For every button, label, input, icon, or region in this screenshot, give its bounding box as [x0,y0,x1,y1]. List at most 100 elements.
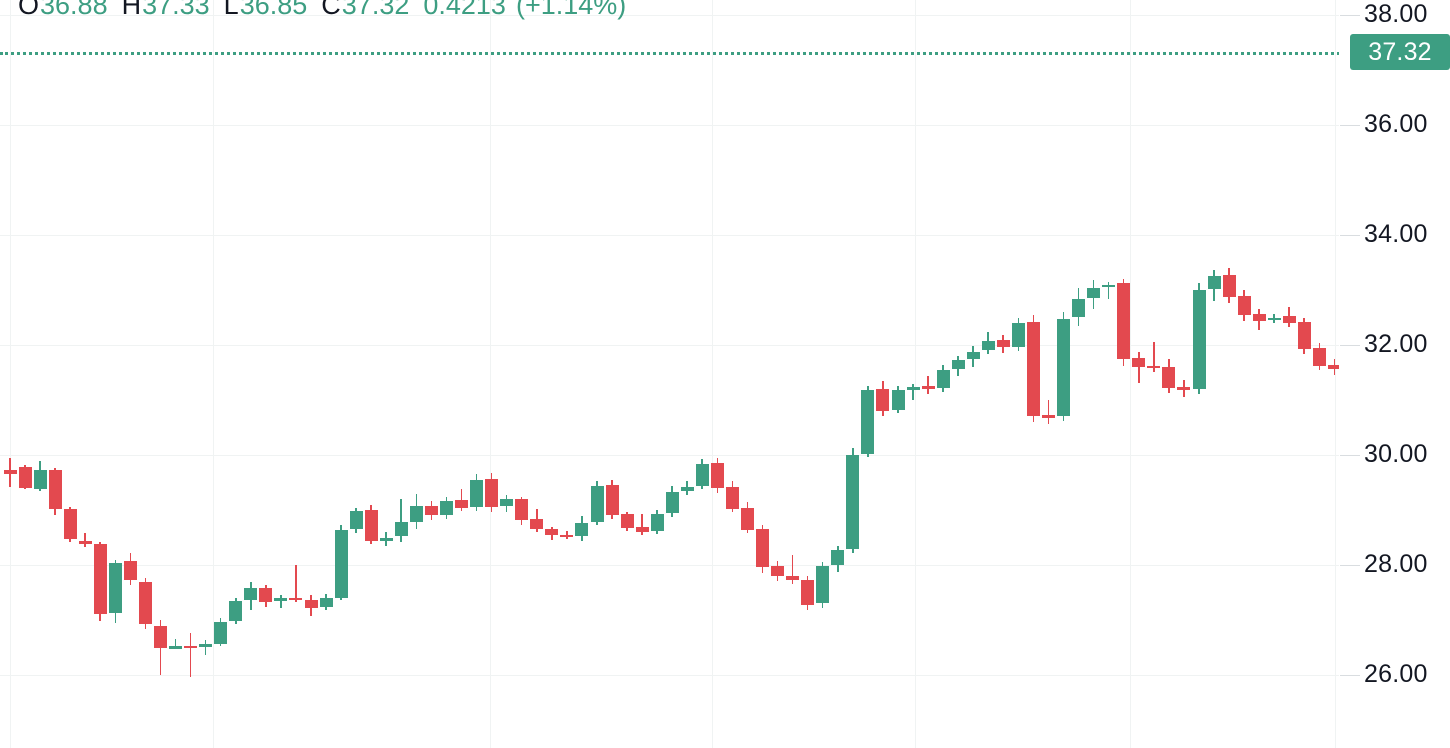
candle [1057,0,1070,748]
candle [424,0,438,748]
candle-wick [912,383,914,400]
candle-body-up [816,566,830,604]
candle [1192,0,1206,748]
candle-body-down [123,560,137,581]
candle-body-down [530,518,544,529]
gridline-vertical [213,0,214,748]
candle [1312,0,1326,748]
candle-body-down [725,486,739,509]
candle-body-down [710,462,724,488]
candle [1132,0,1146,748]
candle [349,0,363,748]
candle-body-down [1222,274,1236,297]
candle-body-down [3,470,17,474]
candle-body-up [199,644,213,648]
price-axis[interactable]: 38.00 36.00 34.00 32.00 30.00 28.00 26.00 37.32 [1339,0,1450,748]
candle [470,0,484,748]
candle-body-down [455,500,468,508]
gridline-horizontal [0,455,1340,456]
candle-body-up [274,598,288,602]
candle-body-down [1297,321,1311,350]
candle-body-up [891,390,905,410]
candle-body-down [1282,316,1296,323]
candle-body-up [379,537,393,541]
candle-wick [1152,341,1155,373]
candle-wick [1107,282,1110,299]
candle-body-down [741,507,754,530]
candle [515,0,529,748]
open-label: O [18,0,40,20]
candle-body-up [966,351,980,360]
candle-body-up [831,549,845,565]
candle-body-down [259,588,273,603]
candle [304,0,318,748]
candle [139,0,152,748]
candle [93,0,107,748]
candle-body-down [139,581,152,625]
candle-body-down [304,600,318,608]
candle [725,0,739,748]
high-label: H [121,0,142,20]
candle-body-up [394,522,408,537]
candle [1222,0,1236,748]
candle-body-up [936,370,950,388]
chart-plot-area[interactable] [0,0,1340,748]
candle-body-up [650,514,664,531]
candle [1207,0,1221,748]
candle-body-down [515,499,529,520]
candle-body-up [846,455,860,549]
candle-wick [84,533,87,548]
current-price-line [0,52,1340,56]
candle-body-up [575,523,589,537]
price-axis-tick [1340,675,1360,676]
candle [1102,0,1116,748]
candle-body-up [861,390,875,454]
price-axis-label: 36.00 [1364,110,1428,138]
candle [816,0,830,748]
candle [199,0,213,748]
candle [620,0,634,748]
price-axis-label: 34.00 [1364,220,1428,248]
candle-wick [204,639,207,656]
change-value: 0.4213 [423,0,506,20]
current-price-badge[interactable]: 37.32 [1350,34,1450,71]
candle [876,0,890,748]
gridline-vertical [10,0,11,748]
candle-body-up [1087,287,1101,298]
candle [319,0,333,748]
price-axis-tick [1340,455,1360,456]
candle [364,0,378,748]
candle [259,0,273,748]
candle-body-up [1057,318,1070,417]
candle [1327,0,1340,748]
candle-body-down [545,528,559,536]
candle [966,0,980,748]
candle [1011,0,1025,748]
candle-body-down [1042,415,1055,418]
price-axis-label: 32.00 [1364,330,1428,358]
candle-body-up [470,480,484,507]
candle [108,0,122,748]
candle [951,0,965,748]
candle [1297,0,1311,748]
candle [1237,0,1251,748]
close-label: C [321,0,341,20]
open-value: 36.88 [40,0,108,20]
gridline-vertical [1335,0,1336,748]
candle-body-down [771,566,785,576]
gridline-horizontal [0,565,1340,566]
candle [831,0,845,748]
candle-body-down [786,576,800,581]
candle [981,0,995,748]
gridline-horizontal [0,15,1340,16]
candle-body-down [63,508,77,539]
candle-wick [927,375,929,395]
candle [18,0,32,748]
candle [771,0,785,748]
grid-layer [0,0,1340,748]
candle-body-down [1162,367,1176,388]
candle-body-up [334,529,348,598]
candle-body-down [1237,295,1251,316]
candle [605,0,619,748]
